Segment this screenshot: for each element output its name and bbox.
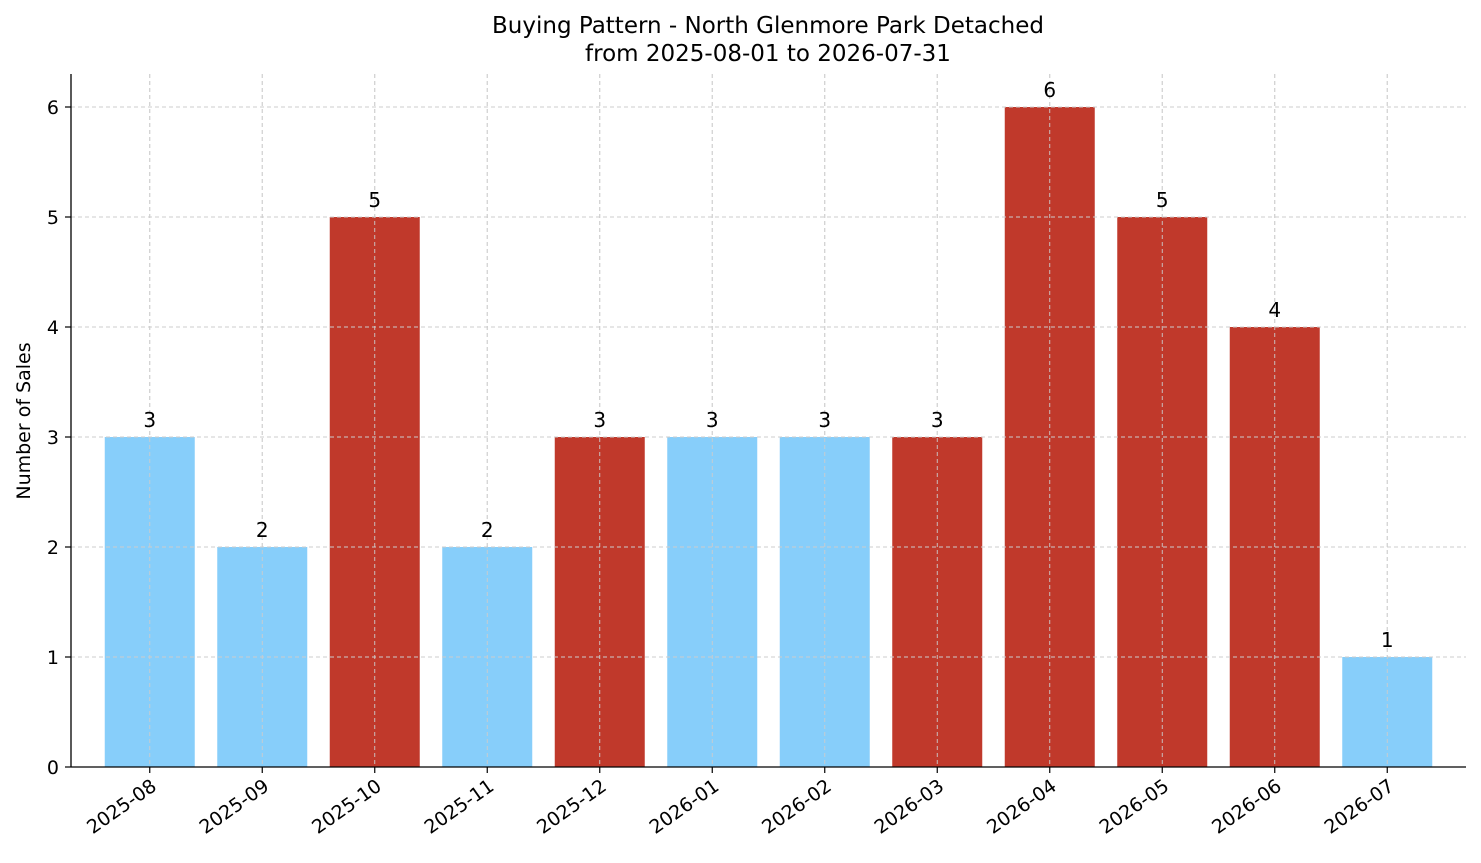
x-tick-label: 2026-05: [1095, 775, 1173, 839]
x-tick-label: 2026-04: [983, 775, 1061, 839]
x-tick-label: 2026-07: [1320, 775, 1398, 839]
data-label: 3: [706, 408, 719, 432]
x-tick-label: 2026-03: [870, 775, 948, 839]
x-tick-label: 2026-02: [758, 775, 836, 839]
x-tick-label: 2025-08: [83, 775, 161, 839]
y-tick-label: 0: [47, 757, 59, 779]
y-tick-label: 4: [47, 317, 59, 339]
data-label: 2: [481, 518, 494, 542]
data-label: 5: [368, 188, 381, 212]
chart-title-line-2: from 2025-08-01 to 2026-07-31: [585, 41, 951, 67]
x-tick-label: 2025-09: [195, 775, 273, 839]
data-label: 3: [931, 408, 944, 432]
y-tick-label: 1: [47, 647, 59, 669]
data-label: 4: [1268, 298, 1281, 322]
y-axis-label: Number of Sales: [13, 342, 35, 499]
x-tick-label: 2025-10: [308, 775, 386, 839]
y-tick-label: 6: [47, 97, 59, 119]
axes: [65, 74, 1466, 773]
y-tick-label: 5: [47, 207, 59, 229]
x-tick-label: 2026-06: [1208, 775, 1286, 839]
data-label: 2: [256, 518, 269, 542]
x-tick-label: 2026-01: [645, 775, 723, 839]
data-label: 6: [1043, 78, 1056, 102]
data-label: 3: [143, 408, 156, 432]
chart-title-line-1: Buying Pattern - North Glenmore Park Det…: [492, 13, 1044, 39]
data-label: 1: [1381, 628, 1394, 652]
data-label: 5: [1156, 188, 1169, 212]
data-label: 3: [593, 408, 606, 432]
y-tick-label: 2: [47, 537, 59, 559]
grid-overlay: [71, 74, 1466, 767]
x-tick-label: 2025-11: [420, 775, 498, 839]
y-tick-label: 3: [47, 427, 59, 449]
x-tick-label: 2025-12: [533, 775, 611, 839]
data-label: 3: [818, 408, 831, 432]
bars: [71, 74, 1466, 767]
